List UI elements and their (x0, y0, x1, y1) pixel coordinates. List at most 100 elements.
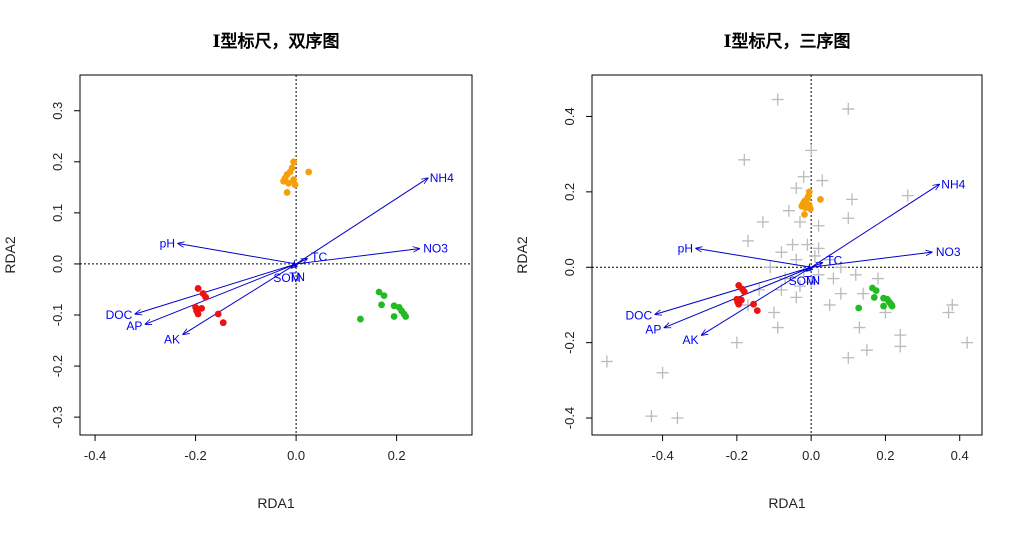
species-point (823, 298, 836, 311)
y-tick-label: 0.1 (50, 204, 65, 222)
site-point (807, 205, 814, 213)
env-vector-ak (183, 263, 297, 334)
plot-frame (591, 74, 983, 436)
site-point (390, 313, 398, 320)
site-point (880, 302, 887, 310)
env-vector-ph (178, 244, 297, 265)
species-point (645, 410, 658, 423)
species-point (790, 253, 803, 266)
species-point (786, 238, 799, 251)
env-vector-label: SOM (789, 274, 816, 288)
species-point (849, 268, 862, 281)
species-point (853, 321, 866, 334)
species-point (742, 234, 754, 247)
env-vector-ap (145, 263, 297, 324)
env-vector-ph (696, 248, 812, 268)
env-vector-label: TC (311, 250, 327, 264)
x-tick-label: 0.0 (802, 448, 820, 463)
species-point (797, 170, 810, 183)
site-point (870, 294, 878, 301)
species-point (671, 412, 684, 425)
rda-panel-2: I型标尺，三序图 -0.4 -0.2 0.0 0.2 0.4 -0.4 -0.2 0.0 0.2 0… (514, 31, 983, 511)
species-point (656, 366, 669, 379)
site-point (290, 158, 297, 166)
species-point (775, 246, 788, 259)
species-point (894, 340, 907, 353)
species-point (771, 93, 784, 106)
plot-frame (79, 74, 473, 436)
y-tick-label: 0.2 (562, 183, 577, 201)
env-vector-label: pH (678, 241, 693, 255)
site-point (380, 292, 388, 299)
env-vector-label: TN (804, 273, 820, 287)
species-point (834, 287, 847, 300)
env-vector-no3 (296, 249, 419, 265)
chart-title: I型标尺，双序图 (213, 31, 340, 52)
site-point (283, 189, 291, 196)
species-point (846, 193, 858, 206)
site-point (194, 310, 202, 318)
site-point (290, 176, 297, 184)
site-point (888, 302, 896, 310)
site-point (872, 287, 880, 295)
species-point (872, 272, 884, 285)
species-point (946, 298, 959, 311)
species-point (805, 144, 818, 157)
species-point (790, 182, 803, 195)
species-point (768, 306, 780, 319)
species-point (730, 336, 743, 349)
env-vector-tn (295, 264, 296, 267)
env-vector-label: DOC (106, 308, 133, 322)
species-point (794, 280, 806, 293)
species-point (942, 306, 955, 319)
site-point (291, 181, 299, 189)
site-point (194, 285, 202, 292)
site-point (402, 313, 410, 320)
species-point (812, 242, 825, 255)
y-tick-label: -0.2 (50, 355, 65, 377)
env-vector-doc (655, 266, 812, 314)
species-point (600, 355, 613, 368)
env-vector-label: TN (289, 270, 305, 284)
site-point (817, 195, 824, 203)
x-tick-label: 0.2 (388, 448, 406, 463)
species-point (790, 291, 803, 304)
env-vector-label: AK (683, 333, 699, 347)
species-point (860, 344, 873, 357)
site-point (375, 288, 383, 296)
x-tick-label: -0.2 (184, 448, 206, 463)
site-point (198, 304, 206, 312)
species-point (771, 321, 784, 334)
species-point (782, 204, 795, 217)
site-point (378, 301, 385, 309)
species-point (756, 216, 769, 229)
y-axis-label: RDA2 (2, 236, 18, 274)
y-tick-label: -0.3 (50, 406, 65, 428)
x-tick-label: 0.0 (287, 448, 305, 463)
y-tick-label: -0.1 (50, 304, 65, 326)
x-tick-label: -0.4 (84, 448, 106, 463)
env-vector-label: AP (645, 323, 661, 337)
species-point (812, 219, 825, 232)
species-point (779, 272, 792, 285)
x-axis-label: RDA1 (768, 495, 806, 511)
env-vector-doc (135, 263, 297, 314)
x-tick-label: -0.2 (726, 448, 748, 463)
env-vector-no3 (811, 252, 932, 268)
species-point (738, 153, 751, 166)
site-point (214, 310, 222, 318)
site-point (735, 300, 743, 308)
species-point (842, 351, 855, 364)
species-point (816, 174, 829, 187)
x-tick-label: 0.2 (876, 448, 894, 463)
env-vector-label: TC (826, 254, 842, 268)
y-tick-label: -0.4 (562, 407, 577, 429)
site-point (219, 319, 227, 327)
rda-panel-1: I型标尺，双序图 -0.4 -0.2 0.0 0.2 -0.3 -0.2 -0.1 0.0 0.1… (2, 31, 473, 511)
env-vector-nh4 (810, 184, 939, 268)
x-tick-label: 0.4 (951, 448, 969, 463)
site-point (202, 293, 210, 301)
env-vector-ak (702, 266, 812, 335)
site-point (357, 315, 364, 323)
species-point (812, 268, 825, 281)
